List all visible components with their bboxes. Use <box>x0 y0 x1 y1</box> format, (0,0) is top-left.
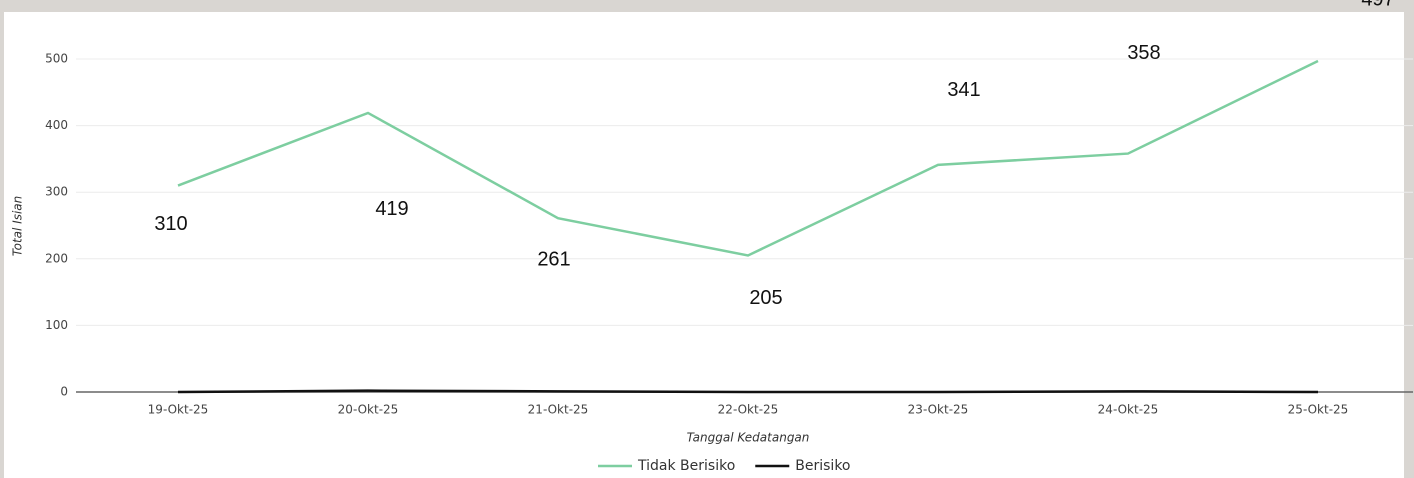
x-tick-label: 23-Okt-25 <box>908 403 969 417</box>
x-tick-label: 25-Okt-25 <box>1288 403 1349 417</box>
y-tick-label: 500 <box>45 52 68 66</box>
series-line <box>178 391 1318 392</box>
y-tick-label: 400 <box>45 118 68 132</box>
x-tick-label: 20-Okt-25 <box>338 403 399 417</box>
x-tick-label: 21-Okt-25 <box>528 403 589 417</box>
y-axis-title: Total Isian <box>11 196 25 256</box>
panel <box>4 12 1404 478</box>
legend-label: Berisiko <box>795 458 850 474</box>
data-label: 358 <box>1127 42 1160 64</box>
data-label: 261 <box>537 248 570 270</box>
legend-label: Tidak Berisiko <box>637 458 735 474</box>
data-label: 497 <box>1361 0 1394 10</box>
x-tick-label: 24-Okt-25 <box>1098 403 1159 417</box>
y-tick-label: 0 <box>60 385 68 399</box>
y-tick-label: 300 <box>45 185 68 199</box>
x-tick-label: 19-Okt-25 <box>148 403 209 417</box>
data-label: 310 <box>154 213 187 235</box>
x-axis-title: Tanggal Kedatangan <box>687 431 810 445</box>
y-tick-label: 100 <box>45 318 68 332</box>
y-tick-label: 200 <box>45 251 68 265</box>
x-tick-label: 22-Okt-25 <box>718 403 779 417</box>
page: Total Isian Tanggal Kedatangan 0 100 200 30… <box>0 0 1414 478</box>
data-label: 419 <box>375 198 408 220</box>
data-label: 205 <box>749 287 782 309</box>
data-label: 341 <box>947 79 980 101</box>
chart: Total Isian Tanggal Kedatangan 0 100 200 30… <box>0 0 1414 478</box>
